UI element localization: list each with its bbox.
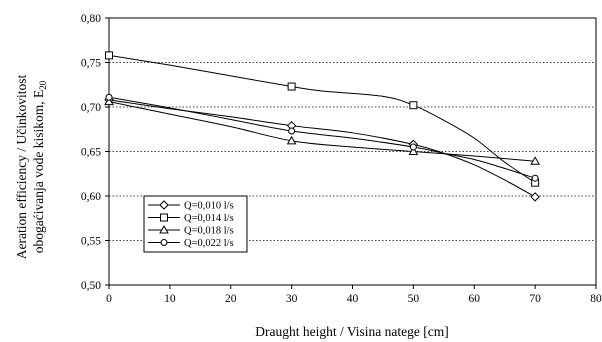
y-axis-label-line2-main: obogaćivanja vode kisikom, E (31, 90, 46, 253)
series-line (108, 99, 536, 198)
legend-label: Q=0,018 l/s (184, 226, 234, 237)
y-axis-label: Aeration efficiency / Učinkovitost oboga… (14, 74, 48, 259)
y-tick-label: 0,75 (81, 58, 101, 70)
y-axis-label-subscript: 20 (38, 80, 48, 90)
y-axis-label-line1: Aeration efficiency / Učinkovitost (14, 74, 29, 259)
axis-ticks: 0,50 0,55 0,60 0,65 0,70 0,75 0,80 0 10 20 30 40 50 6… (81, 13, 602, 305)
data-point-diamond (530, 192, 540, 202)
x-tick-label: 60 (469, 293, 481, 305)
legend-marker-square (160, 213, 168, 222)
series-line (108, 101, 536, 162)
legend-marker-circle (160, 239, 168, 246)
legend-label: Q=0,022 l/s (184, 238, 234, 249)
x-tick-label: 30 (286, 293, 298, 305)
x-axis-label: Draught height / Visina natege [cm] (255, 324, 449, 339)
legend-marker-triangle (159, 224, 169, 234)
y-axis-label-line2: obogaćivanja vode kisikom, E20 (31, 80, 48, 253)
series-line (108, 96, 536, 179)
legend-item: Q=0,014 l/s (148, 213, 234, 224)
y-tick-label: 0,50 (81, 280, 101, 292)
data-point-triangle (530, 156, 540, 165)
data-point-triangle (408, 146, 419, 155)
x-tick-label: 50 (408, 293, 420, 305)
legend-label: Q=0,010 l/s (184, 201, 234, 212)
y-tick-label: 0,55 (81, 236, 101, 248)
x-tick-label: 70 (529, 293, 541, 305)
x-tick-label: 20 (225, 293, 237, 305)
data-point-square (409, 101, 418, 110)
series-square (105, 51, 540, 187)
legend-item: Q=0,010 l/s (148, 200, 234, 212)
data-point-triangle (286, 135, 297, 145)
series-triangle (104, 96, 540, 165)
legend-marker-diamond (159, 200, 169, 210)
x-tick-label: 0 (106, 293, 112, 305)
x-tick-label: 80 (590, 293, 602, 305)
data-point-circle (409, 143, 417, 151)
series-line (108, 54, 536, 184)
data-point-square (287, 82, 296, 91)
legend-label: Q=0,014 l/s (184, 213, 234, 224)
data-point-circle (105, 93, 113, 101)
data-point-circle (531, 174, 539, 182)
legend-item: Q=0,018 l/s (148, 224, 234, 237)
data-point-circle (288, 127, 296, 135)
y-tick-label: 0,70 (81, 102, 101, 114)
series-circle (105, 93, 539, 182)
y-tick-label: 0,65 (81, 147, 101, 159)
x-tick-label: 40 (347, 293, 359, 305)
data-point-square (105, 51, 113, 60)
data-point-triangle (104, 96, 114, 106)
series-layer (104, 51, 540, 202)
series-diamond (104, 95, 540, 202)
x-tick-label: 10 (164, 293, 176, 305)
legend: Q=0,010 l/sQ=0,014 l/s Q=0,018 l/sQ=0,022… (143, 195, 248, 253)
y-tick-label: 0,80 (81, 13, 101, 25)
legend-item: Q=0,022 l/s (148, 238, 234, 249)
y-tick-label: 0,60 (81, 191, 101, 203)
